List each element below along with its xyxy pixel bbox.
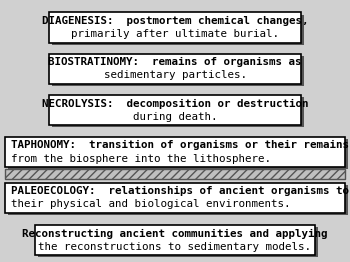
Text: BIOSTRATINOMY:  remains of organisms as: BIOSTRATINOMY: remains of organisms as: [48, 57, 302, 67]
Text: their physical and biological environments.: their physical and biological environmen…: [10, 199, 290, 209]
Bar: [52, 97, 304, 127]
Bar: [5, 137, 345, 167]
Bar: [8, 185, 348, 215]
Bar: [38, 227, 318, 257]
Bar: [5, 183, 345, 213]
Text: TAPHONOMY:  transition of organisms or their remains: TAPHONOMY: transition of organisms or th…: [10, 140, 349, 150]
Text: during death.: during death.: [133, 112, 217, 122]
Bar: [49, 95, 301, 125]
Bar: [52, 56, 304, 86]
Text: NECROLYSIS:  decomposition or destruction: NECROLYSIS: decomposition or destruction: [42, 99, 308, 108]
Text: PALEOECOLOGY:  relationships of ancient organisms to: PALEOECOLOGY: relationships of ancient o…: [10, 186, 349, 196]
Bar: [5, 169, 345, 179]
Bar: [8, 139, 348, 169]
Bar: [49, 12, 301, 42]
Text: DIAGENESIS:  postmortem chemical changes,: DIAGENESIS: postmortem chemical changes,: [42, 16, 308, 26]
Text: primarily after ultimate burial.: primarily after ultimate burial.: [71, 29, 279, 39]
Text: from the biosphere into the lithosphere.: from the biosphere into the lithosphere.: [10, 154, 271, 163]
Text: sedimentary particles.: sedimentary particles.: [104, 70, 246, 80]
Text: the reconstructions to sedimentary models.: the reconstructions to sedimentary model…: [38, 242, 312, 252]
Bar: [52, 14, 304, 45]
Text: Reconstructing ancient communities and applying: Reconstructing ancient communities and a…: [22, 229, 328, 239]
Bar: [35, 225, 315, 255]
Bar: [49, 54, 301, 84]
